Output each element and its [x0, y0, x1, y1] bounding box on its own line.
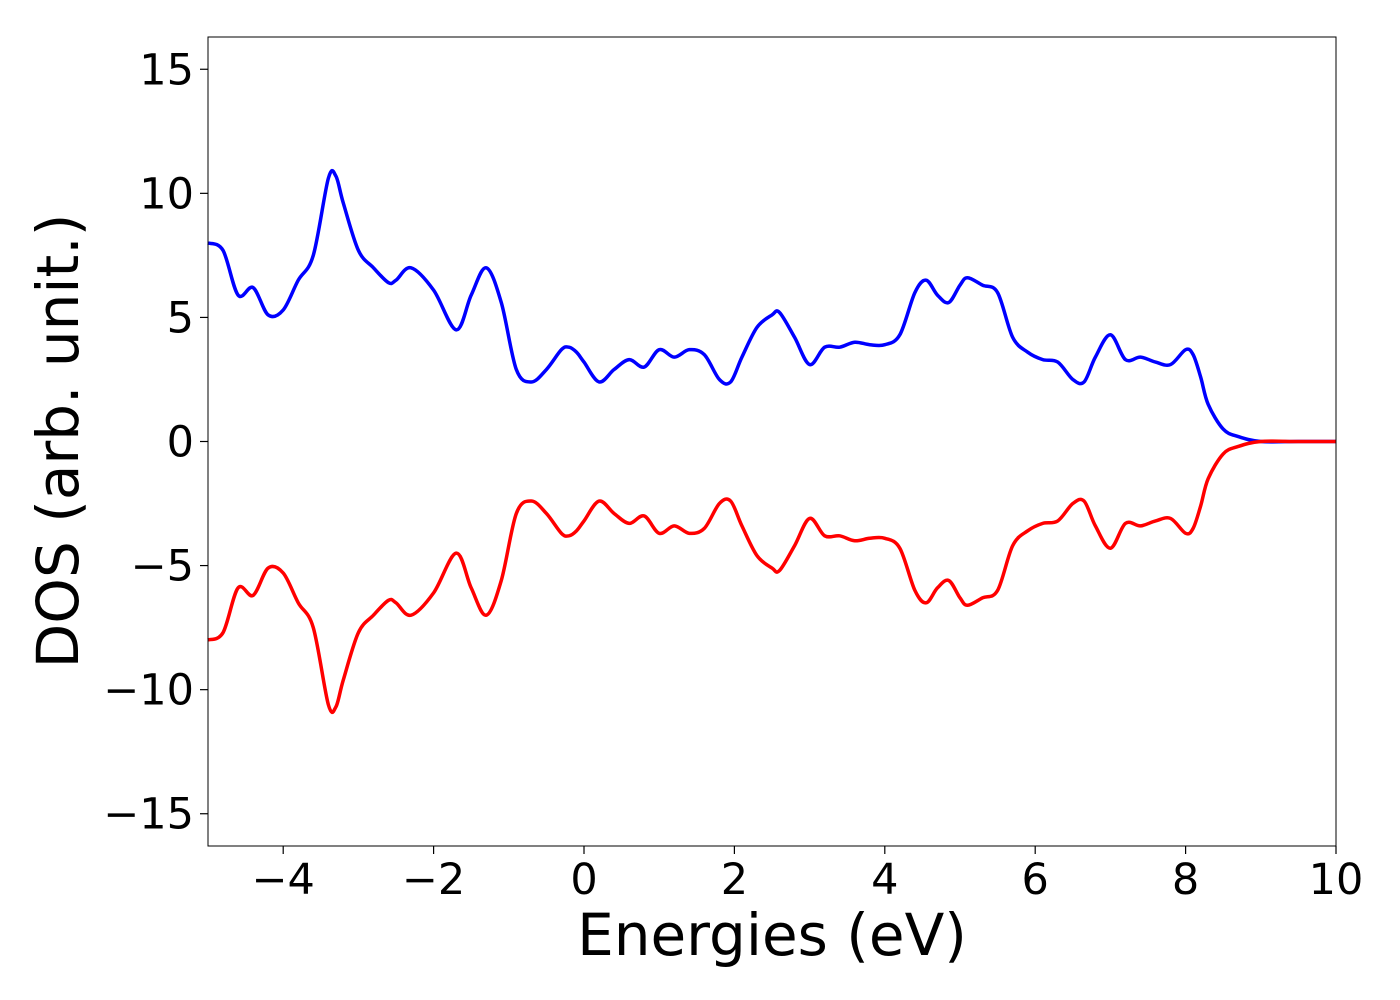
ticks-layer: −4 −2 0 2 4 6 8 10 −15 −10 −5 0 5 10 15 [103, 45, 1363, 905]
x-axis-title: Energies (eV) [577, 901, 967, 969]
y-tick-label: 5 [167, 293, 194, 343]
y-axis-title: DOS (arb. unit.) [24, 214, 92, 669]
series-layer [207, 168, 1336, 715]
y-tick-label: 0 [167, 418, 194, 468]
y-tick-label: −15 [103, 790, 194, 840]
x-tick-label: 6 [1022, 855, 1049, 905]
x-tick-label: −2 [402, 855, 465, 905]
x-tick-label: 4 [871, 855, 898, 905]
x-tick-label: 0 [570, 855, 597, 905]
x-tick-label: 10 [1309, 855, 1364, 905]
dos-series-line-1 [207, 439, 1336, 715]
y-tick-label: 10 [139, 169, 194, 219]
x-tick-label: 2 [721, 855, 748, 905]
y-tick-label: −5 [131, 542, 194, 592]
y-tick-label: −10 [103, 666, 194, 716]
x-tick-label: −4 [252, 855, 315, 905]
dos-series-line-0 [207, 168, 1336, 444]
x-tick-label: 8 [1172, 855, 1199, 905]
y-tick-label: 15 [139, 45, 194, 95]
